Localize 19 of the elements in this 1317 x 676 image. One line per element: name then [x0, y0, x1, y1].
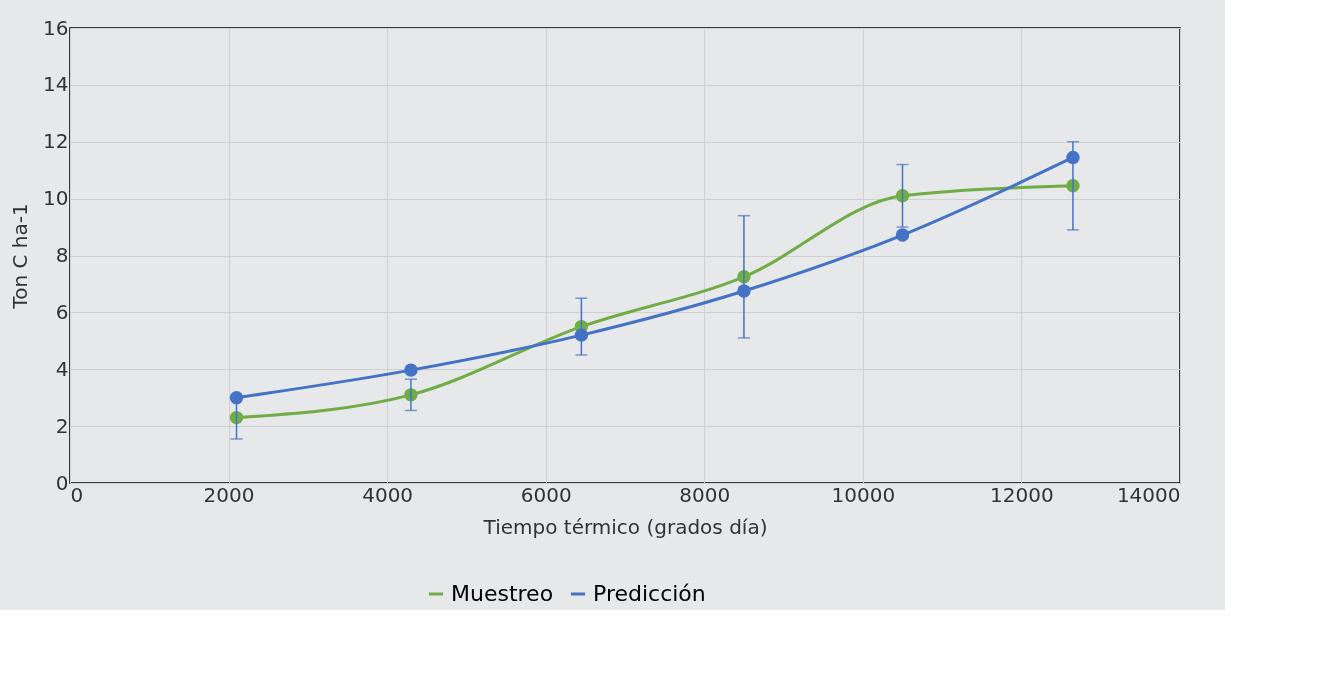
x-tick-label: 2000 [203, 482, 255, 507]
y-tick-label: 6 [55, 299, 69, 324]
y-axis-title: Ton C ha-1 [8, 203, 33, 310]
legend-label: Predicción [593, 581, 706, 606]
y-tick-label: 8 [55, 243, 69, 267]
y-tick-label: 16 [43, 15, 69, 40]
legend-label: Muestreo [451, 581, 554, 606]
x-tick-label: 4000 [362, 482, 414, 507]
x-tick-label: 6000 [520, 482, 572, 507]
y-tick-label: 14 [43, 72, 69, 97]
y-tick-label: 4 [55, 356, 69, 381]
y-tick-label: 10 [43, 186, 69, 211]
x-tick-label: 12000 [990, 482, 1054, 507]
y-tick-label: 12 [43, 129, 69, 154]
x-tick-label: 8000 [679, 482, 731, 507]
y-tick-label: 2 [55, 413, 69, 438]
x-axis-title: Tiempo térmico (grados día) [482, 514, 768, 539]
x-tick-label: 10000 [831, 482, 896, 507]
x-tick-label: 14000 [1116, 482, 1181, 507]
